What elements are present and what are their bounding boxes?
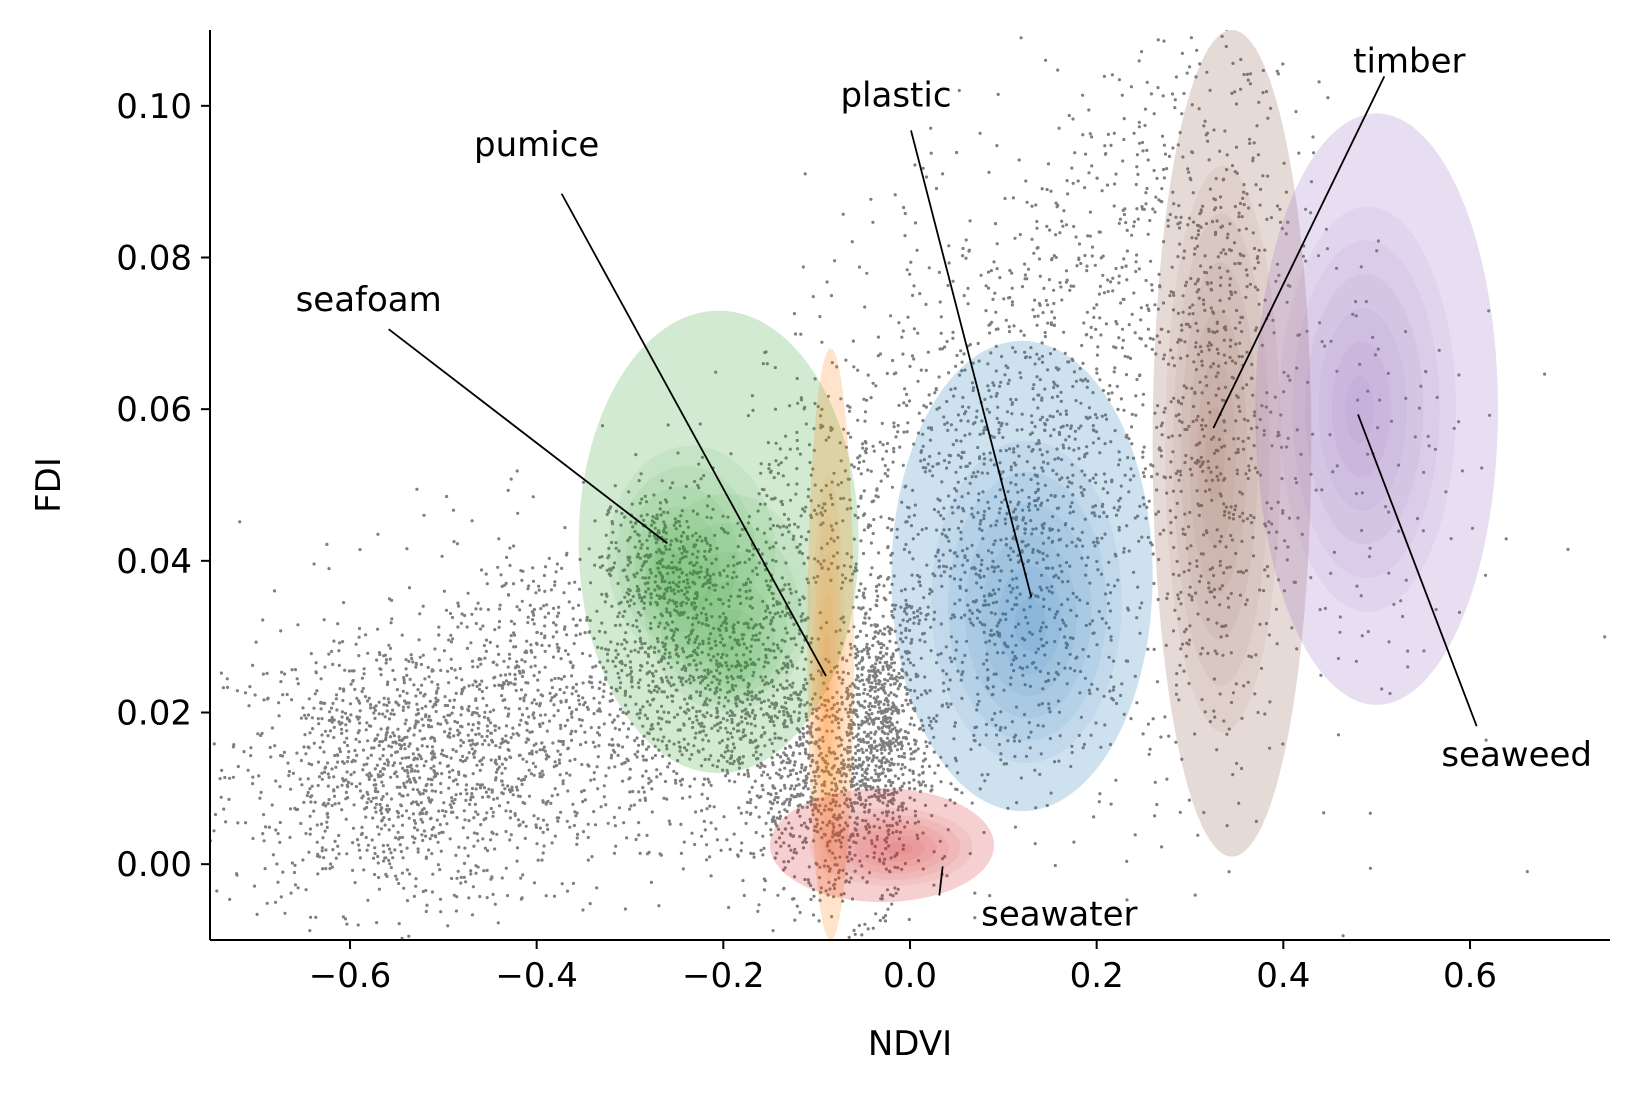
density-level [855,828,937,868]
x-tick-label: 0.0 [883,956,937,996]
y-tick-label: 0.06 [116,390,192,430]
y-axis-title: FDI [29,457,69,513]
density-level [578,310,859,774]
density-level [821,633,833,769]
density-level [807,348,855,940]
density-level [643,493,812,712]
density-level [885,842,913,856]
x-tick-label: −0.4 [495,956,578,996]
density-level [607,445,776,664]
density-level [721,638,750,675]
density-level [1255,113,1498,705]
annotation-seawater: seawater [981,894,1137,934]
density-level [997,566,1062,674]
background-points [210,30,1607,940]
density-level [870,835,925,862]
density-level [770,788,994,903]
density-level [811,474,846,881]
density-timber [1152,30,1312,857]
density-level [1344,375,1375,443]
y-tick-label: 0.02 [116,694,192,734]
axes: −0.6 −0.4 −0.2 0.0 0.2 0.4 0.6 0.00 0.02 0.04 0.06… [116,30,1610,996]
density-plastic [891,340,1153,812]
density-level [809,808,973,887]
density-level [1181,261,1259,640]
x-tick-label: −0.2 [682,956,765,996]
density-level [644,527,701,601]
annotation-seafoam: seafoam [296,280,442,320]
annotation-leader-pumice [560,193,827,677]
annotations: seafoam pumice plastic seawater timber seawee… [296,41,1592,934]
annotation-pumice: pumice [474,125,599,165]
density-level [690,580,775,690]
density-regions [578,30,1498,940]
x-tick-label: 0.6 [1443,956,1497,996]
density-level [931,440,1122,763]
annotation-leader-timber [1212,75,1386,429]
density-pumice [807,348,855,940]
density-seafoam [578,310,859,774]
y-tick-label: 0.10 [116,87,192,127]
density-level [1165,165,1281,733]
density-level [1189,310,1248,594]
density-seawater [770,788,994,903]
annotation-leader-seawater [938,866,944,896]
density-level [1318,307,1408,511]
x-tick-label: −0.6 [309,956,392,996]
y-tick-label: 0.00 [116,845,192,885]
density-level [891,340,1153,812]
annotation-leader-seaweed [1357,414,1478,727]
y-tick-label: 0.04 [116,542,192,582]
density-level [616,466,757,648]
density-level [1279,206,1456,612]
density-level [823,672,830,741]
y-tick-label: 0.08 [116,239,192,279]
density-level [625,486,738,633]
x-axis-title: NDVI [868,1024,952,1064]
annotation-timber: timber [1353,41,1465,81]
density-level [981,534,1077,697]
density-level [659,522,800,705]
density-level [813,514,843,853]
scatter-points [210,30,1607,940]
density-level [839,821,949,874]
density-level [824,814,961,880]
density-level [674,551,787,697]
annotation-plastic: plastic [840,75,951,115]
density-level [653,547,682,585]
x-tick-label: 0.2 [1070,956,1124,996]
density-level [1205,406,1225,501]
density-level [1292,240,1440,579]
annotation-leader-plastic [910,130,1033,598]
annotation-seaweed: seaweed [1441,735,1592,775]
density-level [1305,273,1424,545]
density-level [1173,213,1270,686]
density-level [1331,341,1391,477]
density-level [706,609,763,682]
density-level [1197,358,1236,548]
annotation-leader-seafoam [388,328,668,545]
density-level [948,472,1107,741]
density-level [1014,597,1047,652]
density-seaweed [1255,113,1498,705]
density-level [818,593,836,797]
density-level [964,503,1092,719]
density-level [816,553,839,825]
density-level [1152,30,1312,857]
x-tick-label: 0.4 [1256,956,1310,996]
